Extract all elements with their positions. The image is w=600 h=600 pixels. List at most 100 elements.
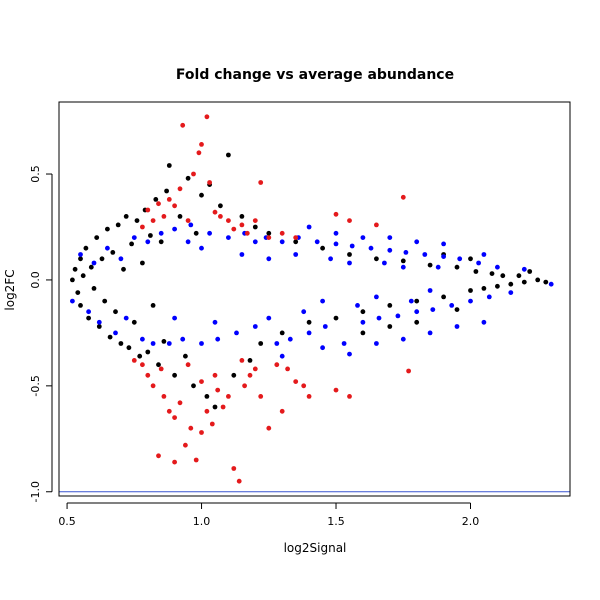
- data-point: [191, 171, 196, 177]
- data-point: [78, 256, 83, 262]
- data-point: [209, 421, 215, 427]
- data-point: [306, 394, 312, 399]
- y-axis-label: log2FC: [3, 269, 17, 310]
- data-point: [193, 457, 199, 463]
- data-point: [145, 372, 151, 378]
- x-tick-label: 1.5: [327, 515, 345, 528]
- data-point: [212, 209, 218, 215]
- data-point: [107, 334, 113, 340]
- data-point: [258, 341, 264, 346]
- y-tick-label: 0.0: [29, 271, 42, 289]
- data-point: [96, 319, 102, 325]
- data-point: [99, 256, 105, 262]
- data-point: [126, 345, 132, 351]
- data-point: [215, 387, 221, 393]
- x-tick-label: 0.5: [58, 515, 76, 528]
- data-point: [70, 298, 75, 304]
- data-point: [172, 372, 178, 378]
- data-point: [236, 478, 242, 484]
- data-point: [279, 353, 285, 359]
- data-point: [185, 175, 191, 181]
- data-point: [239, 358, 245, 363]
- data-point: [131, 358, 137, 363]
- data-point: [226, 218, 231, 224]
- data-point: [279, 330, 285, 336]
- x-axis: 0.5 1.0 1.5 2.0: [58, 502, 480, 528]
- data-point: [333, 387, 339, 393]
- data-point: [266, 230, 272, 236]
- data-point: [172, 226, 178, 232]
- data-point: [403, 250, 409, 255]
- data-point: [333, 211, 339, 217]
- data-point: [414, 319, 420, 325]
- data-point: [193, 230, 199, 236]
- data-point: [441, 241, 446, 247]
- data-point: [123, 315, 129, 321]
- data-point: [78, 303, 83, 308]
- data-point: [374, 256, 379, 262]
- data-point: [387, 303, 393, 308]
- data-point: [322, 324, 328, 329]
- data-point: [374, 294, 379, 300]
- data-point: [454, 307, 460, 312]
- data-point: [489, 271, 495, 276]
- data-point: [387, 324, 393, 329]
- data-point: [80, 273, 86, 279]
- data-point: [91, 260, 97, 266]
- data-point: [287, 336, 293, 342]
- data-point: [355, 303, 360, 308]
- data-point: [414, 239, 420, 245]
- data-point: [274, 362, 280, 368]
- y-tick-label: -1.0: [29, 481, 42, 502]
- data-point: [231, 466, 237, 471]
- data-point: [231, 372, 237, 378]
- data-point: [408, 298, 414, 304]
- chart-title: Fold change vs average abundance: [176, 67, 454, 83]
- data-point: [140, 224, 145, 230]
- data-point: [199, 430, 204, 435]
- data-point: [301, 383, 307, 389]
- data-point: [177, 214, 183, 219]
- data-point: [204, 114, 210, 120]
- data-point: [145, 349, 151, 355]
- data-point: [110, 250, 116, 255]
- data-point: [180, 122, 186, 128]
- data-point: [374, 341, 379, 346]
- data-point: [191, 383, 196, 389]
- data-point: [196, 150, 202, 156]
- data-point: [422, 252, 428, 257]
- data-point: [266, 315, 272, 321]
- data-point: [239, 214, 245, 219]
- data-point: [430, 307, 436, 312]
- data-point: [252, 324, 258, 329]
- data-point: [204, 394, 210, 399]
- data-point: [521, 279, 527, 285]
- data-point: [166, 408, 172, 414]
- data-point: [123, 214, 129, 219]
- plot-frame: [58, 101, 571, 497]
- data-point: [83, 245, 89, 251]
- data-point: [360, 235, 366, 241]
- data-point: [88, 264, 94, 270]
- data-point: [153, 197, 159, 202]
- data-point: [548, 281, 554, 287]
- data-point: [226, 394, 231, 399]
- data-point: [212, 404, 218, 410]
- data-point: [427, 330, 433, 336]
- data-point: [239, 222, 245, 228]
- data-point: [131, 319, 137, 325]
- data-point: [435, 264, 441, 270]
- data-point: [387, 247, 393, 253]
- data-point: [70, 277, 75, 283]
- data-point: [468, 298, 473, 304]
- x-tick-label: 2.0: [462, 515, 480, 528]
- data-point: [427, 288, 433, 293]
- data-point: [468, 288, 473, 293]
- data-point: [188, 222, 194, 228]
- data-point: [212, 372, 218, 378]
- data-point: [234, 330, 239, 336]
- data-point: [495, 264, 500, 270]
- data-point: [199, 245, 204, 251]
- data-point: [279, 239, 285, 245]
- data-point: [376, 315, 382, 321]
